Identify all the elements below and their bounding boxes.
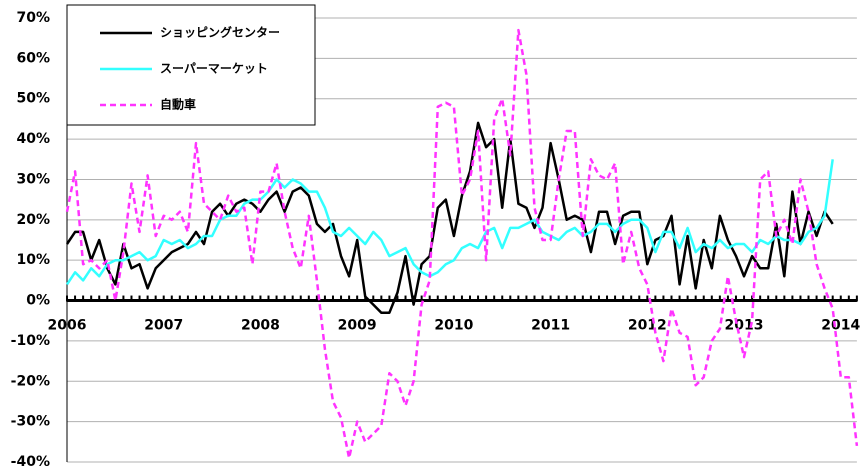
legend-label: 自動車: [160, 97, 196, 112]
x-tick-label: 2014: [821, 318, 860, 334]
x-tick-label: 2010: [434, 318, 473, 334]
legend-box: [66, 4, 316, 126]
series-line: [65, 159, 834, 286]
y-tick-label: 50%: [16, 91, 50, 107]
x-tick-label: 2011: [531, 318, 570, 334]
x-tick-label: 2009: [338, 318, 377, 334]
x-tick-label: 2012: [628, 318, 667, 334]
y-tick-label: 60%: [16, 50, 50, 66]
y-tick-label: 0%: [26, 293, 50, 309]
y-tick-label: -40%: [11, 454, 50, 470]
y-tick-label: -10%: [11, 333, 50, 349]
x-tick-label: 2008: [241, 318, 280, 334]
x-tick-label: 2013: [725, 318, 764, 334]
legend-label: ショッピングセンター: [160, 25, 280, 40]
y-tick-label: 30%: [16, 171, 50, 187]
y-tick-label: -30%: [11, 414, 50, 430]
y-tick-label: 70%: [16, 10, 50, 26]
x-tick-label: 2006: [48, 318, 87, 334]
y-tick-label: -20%: [11, 373, 50, 389]
x-tick-label: 2007: [144, 318, 183, 334]
legend-label: スーパーマーケット: [160, 62, 268, 76]
y-tick-label: 40%: [16, 131, 50, 147]
y-tick-label: 20%: [16, 212, 50, 228]
y-tick-label: 10%: [16, 252, 50, 268]
